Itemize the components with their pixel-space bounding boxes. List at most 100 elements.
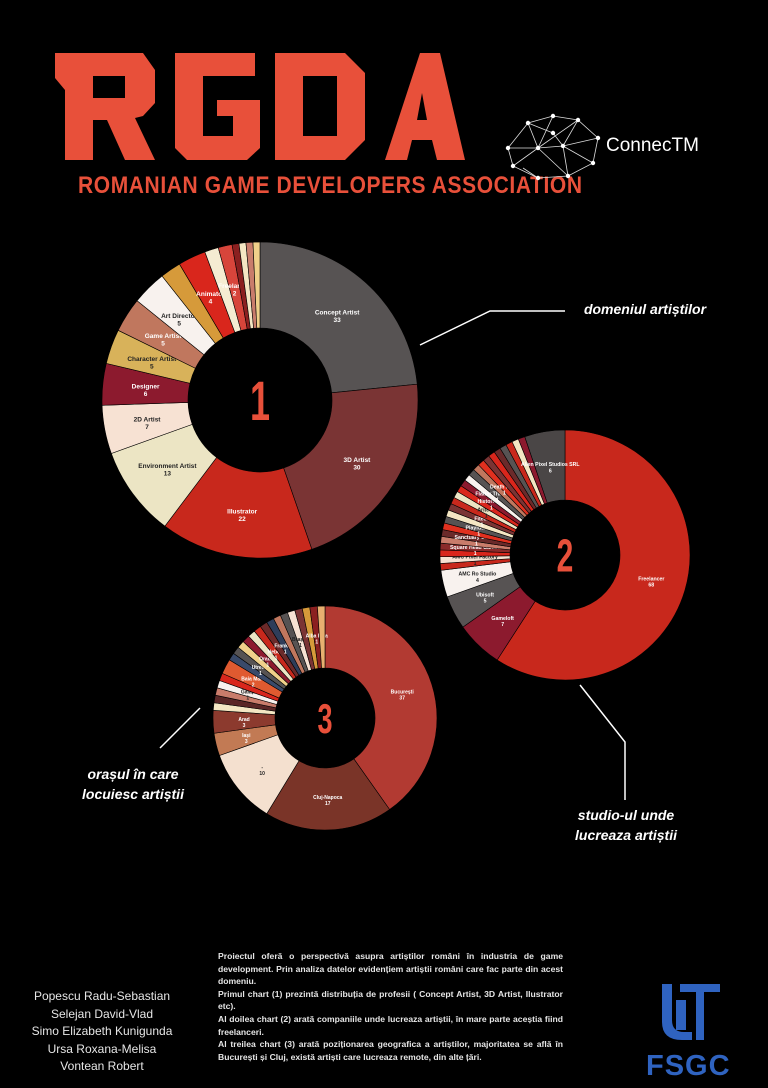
slice-value: 5 bbox=[150, 364, 154, 371]
slice-label: Playfusion bbox=[466, 526, 492, 532]
rgda-logo bbox=[55, 53, 465, 160]
callout-chart-3: orașul în care locuiesc artiștii bbox=[82, 766, 184, 802]
slice-value: 1 bbox=[266, 663, 269, 669]
slice-value: 37 bbox=[399, 695, 405, 701]
slice-value: 10 bbox=[259, 771, 265, 777]
slice-value: 1 bbox=[275, 655, 278, 661]
slice-label: București bbox=[391, 689, 415, 695]
slice-value: 7 bbox=[501, 622, 504, 628]
project-description: Proiectul oferă o perspectivă asupra art… bbox=[218, 950, 563, 1063]
slice-value: 30 bbox=[353, 464, 361, 471]
pie-slice bbox=[317, 605, 326, 669]
description-paragraph: Proiectul oferă o perspectivă asupra art… bbox=[218, 951, 563, 987]
pie-slice bbox=[259, 241, 418, 394]
pie-slice bbox=[324, 605, 438, 810]
slice-label: Frankfurt bbox=[274, 643, 296, 649]
pie-slice bbox=[283, 383, 419, 550]
slice-label: Gameloft bbox=[491, 616, 514, 622]
slice-value: 1 bbox=[284, 649, 287, 655]
slice-label: 3D Artist bbox=[344, 457, 372, 464]
slice-value: 5 bbox=[161, 341, 165, 348]
callout-chart-1: domeniul artiștilor bbox=[583, 301, 707, 317]
slice-value: 3 bbox=[245, 739, 248, 745]
slice-label: Animator bbox=[196, 291, 225, 298]
pie-slice bbox=[252, 241, 261, 329]
slice-label: Cluj-Napoca bbox=[313, 795, 342, 801]
slice-value: 68 bbox=[648, 583, 654, 589]
slice-value: 6 bbox=[549, 468, 552, 474]
slice-value: 6 bbox=[144, 391, 148, 398]
slice-label: Alien Pixel Studios SRL bbox=[521, 462, 580, 468]
slice-label: Death Point bbox=[490, 484, 519, 490]
chart-number: 3 bbox=[317, 696, 332, 742]
slice-value: 1 bbox=[474, 561, 477, 567]
slice-label: Baia Mare bbox=[241, 677, 265, 683]
authors-list: Popescu Radu-Sebastian Selejan David-Vla… bbox=[12, 988, 192, 1076]
slice-value: 5 bbox=[484, 599, 487, 605]
chart-number: 2 bbox=[557, 531, 574, 582]
slice-label: Aritech bbox=[477, 507, 495, 513]
slice-value: 1 bbox=[481, 522, 484, 528]
slice-label: Designer bbox=[132, 383, 160, 390]
pie-slice bbox=[164, 457, 313, 559]
pie-slice bbox=[266, 758, 391, 831]
slice-value: 1 bbox=[475, 541, 478, 547]
slice-label: Alba Iulia bbox=[306, 633, 328, 639]
partner-name: ConnecTM bbox=[606, 135, 699, 156]
slice-label: Brașov bbox=[292, 637, 309, 643]
description-paragraph: Primul chart (1) prezintă distribuția de… bbox=[218, 988, 563, 1012]
slice-value: 1 bbox=[485, 514, 488, 520]
slice-label: Sanctuary Games bbox=[455, 535, 499, 541]
slice-value: 7 bbox=[145, 424, 149, 431]
author-name: Ursa Roxana-Melisa bbox=[47, 1041, 157, 1056]
slice-label: Illustrator bbox=[227, 509, 257, 516]
ut-logo-icon bbox=[662, 984, 720, 1040]
slice-value: 2 bbox=[233, 290, 237, 297]
description-paragraph: Al treilea chart (3) arată poziționarea … bbox=[218, 1039, 563, 1062]
callout-chart-2: studio-ul unde lucreaza artiștii bbox=[575, 807, 677, 843]
author-name: Popescu Radu-Sebastian bbox=[33, 989, 171, 1003]
slice-label: Galați bbox=[241, 689, 256, 695]
slice-value: 1 bbox=[490, 505, 493, 511]
slice-label: 2D Artist bbox=[134, 417, 162, 424]
slice-value: 4 bbox=[476, 578, 479, 584]
slice-label: Environment Artist bbox=[138, 463, 197, 470]
slice-label: Neboiu bbox=[268, 649, 285, 655]
slice-label: Art Director bbox=[161, 313, 198, 320]
slice-label: Iași bbox=[242, 733, 251, 739]
slice-value: 17 bbox=[325, 801, 331, 807]
slice-label: Fitech bbox=[474, 516, 489, 522]
slice-label: Concept Artist bbox=[315, 310, 360, 317]
chart-number: 1 bbox=[250, 370, 270, 432]
slice-label: Historic VR bbox=[477, 499, 505, 505]
slice-value: 1 bbox=[474, 551, 477, 557]
slice-value: 5 bbox=[177, 321, 181, 328]
slice-label: Flatter Than Earth bbox=[475, 491, 519, 497]
slice-value: 33 bbox=[334, 317, 342, 324]
slice-value: 1 bbox=[503, 491, 506, 497]
slice-label: AMC Ro Studio bbox=[459, 572, 497, 578]
fsgc-logo-text: FSGC bbox=[646, 1050, 731, 1082]
description-paragraph: Al doilea chart (2) arată companiile und… bbox=[218, 1013, 563, 1037]
pie-slice bbox=[496, 429, 691, 681]
slice-value: 1 bbox=[299, 643, 302, 649]
slice-value: 13 bbox=[164, 471, 172, 478]
slice-value: 1 bbox=[477, 532, 480, 538]
slice-value: 1 bbox=[315, 639, 318, 645]
network-brain-icon bbox=[505, 113, 601, 181]
callout-line-1 bbox=[419, 310, 565, 346]
slice-label: Oradea bbox=[259, 657, 276, 663]
slice-value: 3 bbox=[243, 723, 246, 729]
slice-value: 2 bbox=[252, 683, 255, 689]
callout-line-3 bbox=[159, 707, 201, 749]
slice-label: Character Artist bbox=[127, 356, 177, 363]
pie-slice bbox=[524, 429, 566, 504]
callout-line-2 bbox=[579, 684, 626, 800]
slice-value: 1 bbox=[259, 671, 262, 677]
author-name: Selejan David-Vlad bbox=[50, 1006, 154, 1021]
slice-label: AMC Pixel Factory bbox=[452, 555, 498, 561]
slice-value: 1 bbox=[246, 695, 249, 701]
slice-label: Game Artist bbox=[145, 333, 182, 340]
